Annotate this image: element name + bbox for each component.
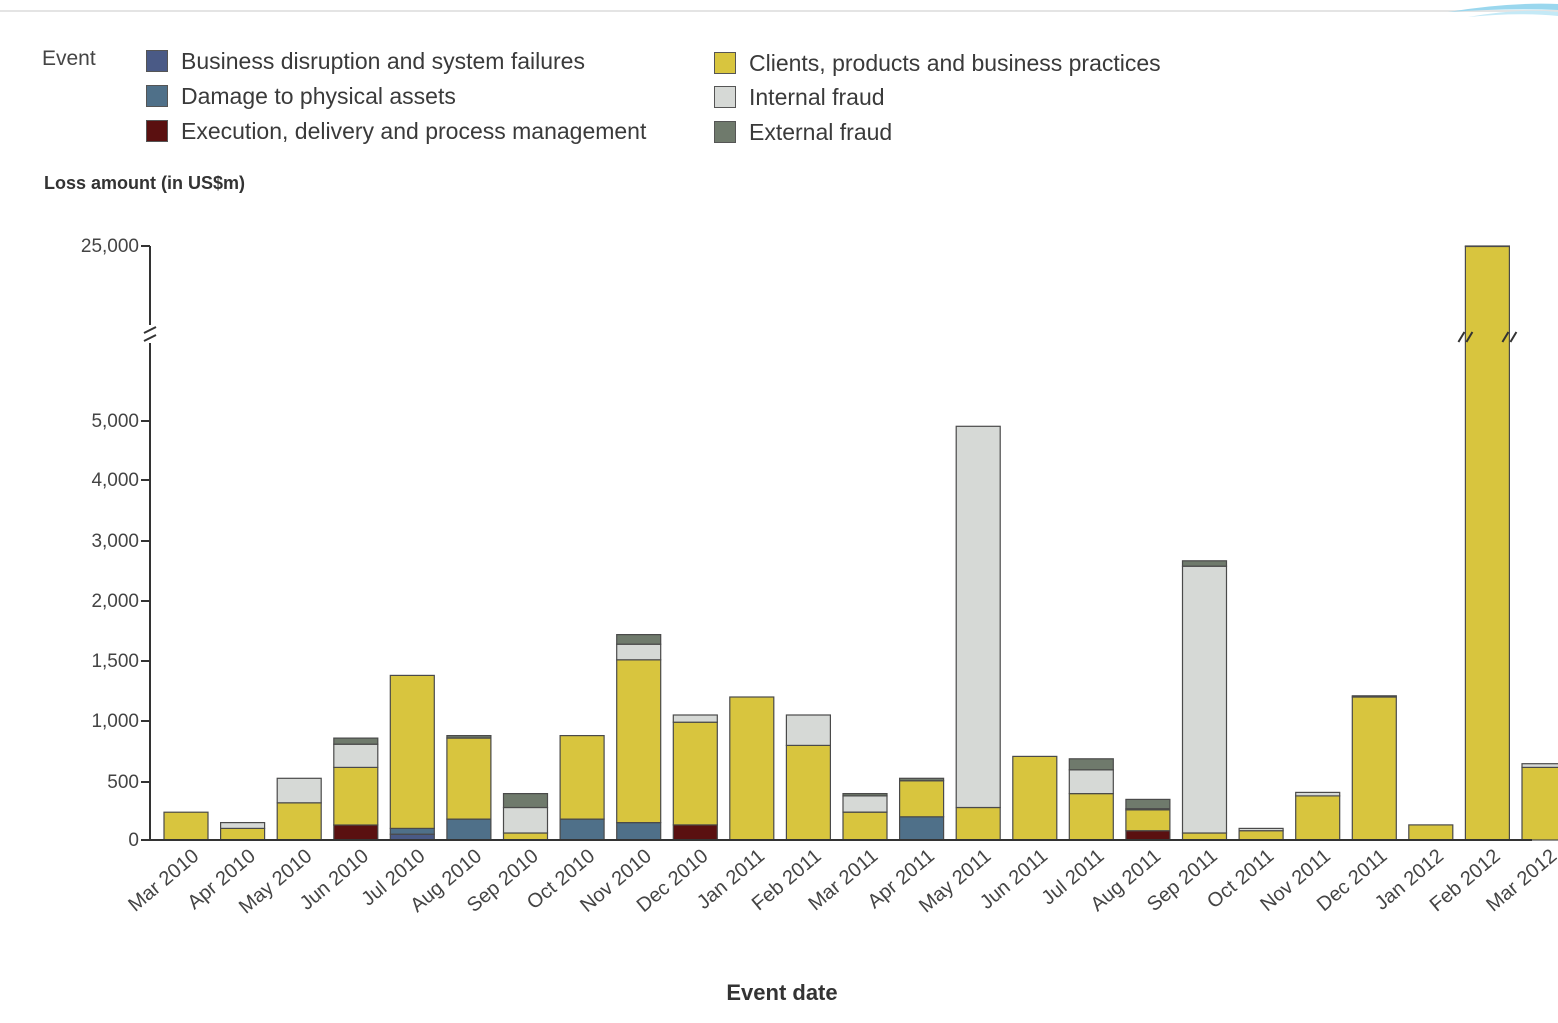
bar-segment-sep-2010-external-fraud — [502, 792, 549, 809]
bar-segment-oct-2011-internal-fraud — [1238, 827, 1284, 832]
legend-label-clients-products: Clients, products and business practices — [749, 49, 1161, 76]
bar-segment-may-2011-clients-products-and-business-practices — [955, 806, 1001, 841]
bar-segment-apr-2011-damage-to-physical-assets — [898, 816, 945, 841]
bar-segment-apr-2010-internal-fraud — [220, 821, 266, 829]
bar-segment-dec-2010-clients-products-and-business-practices — [672, 721, 718, 826]
bar-break-mark-feb-2012-0 — [1457, 331, 1474, 343]
y-axis-title: Loss amount (in US$m) — [44, 173, 246, 193]
bar-segment-mar-2011-clients-products-and-business-practices — [842, 811, 888, 841]
bar-segment-dec-2010-execution-delivery-and-process-management — [672, 824, 718, 841]
bar-segment-aug-2010-external-fraud — [446, 734, 492, 739]
legend-swatch-internal-fraud — [714, 86, 736, 108]
legend-swatch-external-fraud — [714, 121, 736, 143]
bar-segment-dec-2010-internal-fraud — [672, 714, 718, 723]
bar-segment-jun-2011-clients-products-and-business-practices — [1012, 755, 1058, 841]
bar-segment-jul-2011-internal-fraud — [1068, 769, 1114, 795]
y-tick-label-0: 0 — [128, 830, 139, 851]
bar-segment-feb-2011-clients-products-and-business-practices — [785, 744, 832, 841]
legend-swatch-damage-to-physical-assets — [146, 85, 168, 107]
bar-segment-jul-2010-clients-products-and-business-practices — [389, 674, 435, 830]
bar-segment-sep-2011-external-fraud — [1181, 560, 1228, 567]
bar-segment-nov-2010-damage-to-physical-assets — [616, 821, 662, 841]
bar-segment-aug-2010-damage-to-physical-assets — [446, 818, 492, 841]
bar-segment-oct-2010-damage-to-physical-assets — [559, 818, 605, 841]
legend-label-damage-to-physical-assets: Damage to physical assets — [181, 82, 456, 109]
bar-segment-dec-2011-clients-products-and-business-practices — [1351, 696, 1397, 841]
bar-segment-apr-2011-clients-products-and-business-practices — [898, 780, 945, 818]
bar-segment-jul-2010-damage-to-physical-assets — [389, 827, 435, 835]
legend-swatch-clients-products — [714, 52, 736, 74]
legend-label-internal-fraud: Internal fraud — [749, 83, 885, 110]
y-tick-label-500: 500 — [107, 772, 139, 793]
legend-item-business-disruption: Business disruption and system failures — [146, 47, 585, 75]
bar-segment-sep-2010-clients-products-and-business-practices — [502, 832, 549, 841]
legend-title: Event — [42, 47, 96, 70]
bar-segment-jul-2011-external-fraud — [1068, 758, 1114, 771]
legend-label-external-fraud: External fraud — [749, 118, 893, 145]
legend-item-internal-fraud: Internal fraud — [714, 83, 885, 111]
legend-swatch-execution-delivery — [146, 120, 168, 142]
legend-label-business-disruption: Business disruption and system failures — [181, 47, 585, 74]
bar-segment-jul-2011-clients-products-and-business-practices — [1068, 792, 1114, 841]
bar-segment-mar-2012-clients-products-and-business-practices — [1521, 766, 1558, 841]
y-tick-label-2000: 2,000 — [91, 591, 139, 612]
top-rule — [0, 10, 1558, 12]
bar-segment-mar-2011-internal-fraud — [842, 795, 888, 813]
chart-legend: Event Business disruption and system fai… — [40, 44, 1240, 154]
y-tick-label-3000: 3,000 — [91, 531, 139, 552]
x-axis-title: Event date — [726, 980, 838, 1005]
legend-swatch-business-disruption — [146, 50, 168, 72]
y-axis-break-mark — [143, 326, 157, 342]
bar-segment-apr-2011-external-fraud — [898, 777, 945, 782]
bar-segment-jun-2010-execution-delivery-and-process-management — [333, 824, 379, 841]
y-tick-label-1500: 1,500 — [91, 651, 139, 672]
bar-segment-feb-2011-internal-fraud — [785, 714, 832, 746]
bar-segment-aug-2011-clients-products-and-business-practices — [1125, 809, 1171, 832]
bar-segment-feb-2012-internal-fraud — [1464, 245, 1511, 248]
bar-segment-may-2010-clients-products-and-business-practices — [276, 802, 322, 841]
bar-segment-sep-2011-internal-fraud — [1181, 565, 1228, 834]
bar-segment-jan-2011-clients-products-and-business-practices — [729, 696, 775, 841]
bar-segment-aug-2011-external-fraud — [1125, 798, 1171, 810]
bar-segment-may-2011-internal-fraud — [955, 425, 1001, 809]
bar-segment-jun-2010-external-fraud — [333, 737, 379, 745]
bars-layer — [163, 245, 1558, 841]
legend-label-execution-delivery: Execution, delivery and process manageme… — [181, 117, 647, 144]
bar-segment-sep-2011-clients-products-and-business-practices — [1181, 832, 1228, 841]
bar-segment-aug-2010-clients-products-and-business-practices — [446, 737, 492, 820]
legend-item-execution-delivery: Execution, delivery and process manageme… — [146, 117, 646, 145]
y-tick-label-25000: 25,000 — [81, 236, 139, 257]
bar-segment-mar-2011-external-fraud — [842, 792, 888, 797]
bar-segment-nov-2010-internal-fraud — [616, 643, 662, 661]
bar-segment-jun-2010-clients-products-and-business-practices — [333, 766, 379, 826]
bar-segment-nov-2010-clients-products-and-business-practices — [616, 659, 662, 824]
y-tick-label-1000: 1,000 — [91, 711, 139, 732]
bar-segment-jun-2010-internal-fraud — [333, 743, 379, 769]
bar-segment-sep-2010-internal-fraud — [502, 806, 549, 834]
y-axis-break-gap — [142, 325, 158, 343]
bar-segment-mar-2010-clients-products-and-business-practices — [163, 811, 209, 841]
bar-segment-may-2010-internal-fraud — [276, 777, 322, 804]
bar-segment-nov-2010-external-fraud — [616, 633, 662, 645]
legend-item-damage-to-physical-assets: Damage to physical assets — [146, 82, 456, 110]
bar-segment-nov-2011-clients-products-and-business-practices — [1295, 795, 1341, 841]
bar-segment-dec-2011-internal-fraud — [1351, 695, 1397, 698]
corner-decoration — [1448, 3, 1558, 17]
y-tick-label-5000: 5,000 — [91, 411, 139, 432]
legend-item-clients-products: Clients, products and business practices — [714, 49, 1161, 77]
bar-segment-aug-2011-execution-delivery-and-process-management — [1125, 830, 1171, 841]
axes — [141, 245, 1532, 841]
bar-segment-jan-2012-clients-products-and-business-practices — [1408, 824, 1454, 841]
y-tick-label-4000: 4,000 — [91, 470, 139, 491]
bar-segment-oct-2011-clients-products-and-business-practices — [1238, 830, 1284, 841]
legend-item-external-fraud: External fraud — [714, 118, 892, 146]
bar-break-mark-feb-2012-1 — [1501, 331, 1518, 343]
bar-segment-nov-2011-internal-fraud — [1295, 791, 1341, 797]
bar-segment-apr-2010-clients-products-and-business-practices — [220, 827, 266, 841]
bar-segment-mar-2012-internal-fraud — [1521, 763, 1558, 769]
bar-segment-oct-2010-clients-products-and-business-practices — [559, 734, 605, 820]
bar-segment-feb-2012-clients-products-and-business-practices — [1464, 245, 1511, 841]
